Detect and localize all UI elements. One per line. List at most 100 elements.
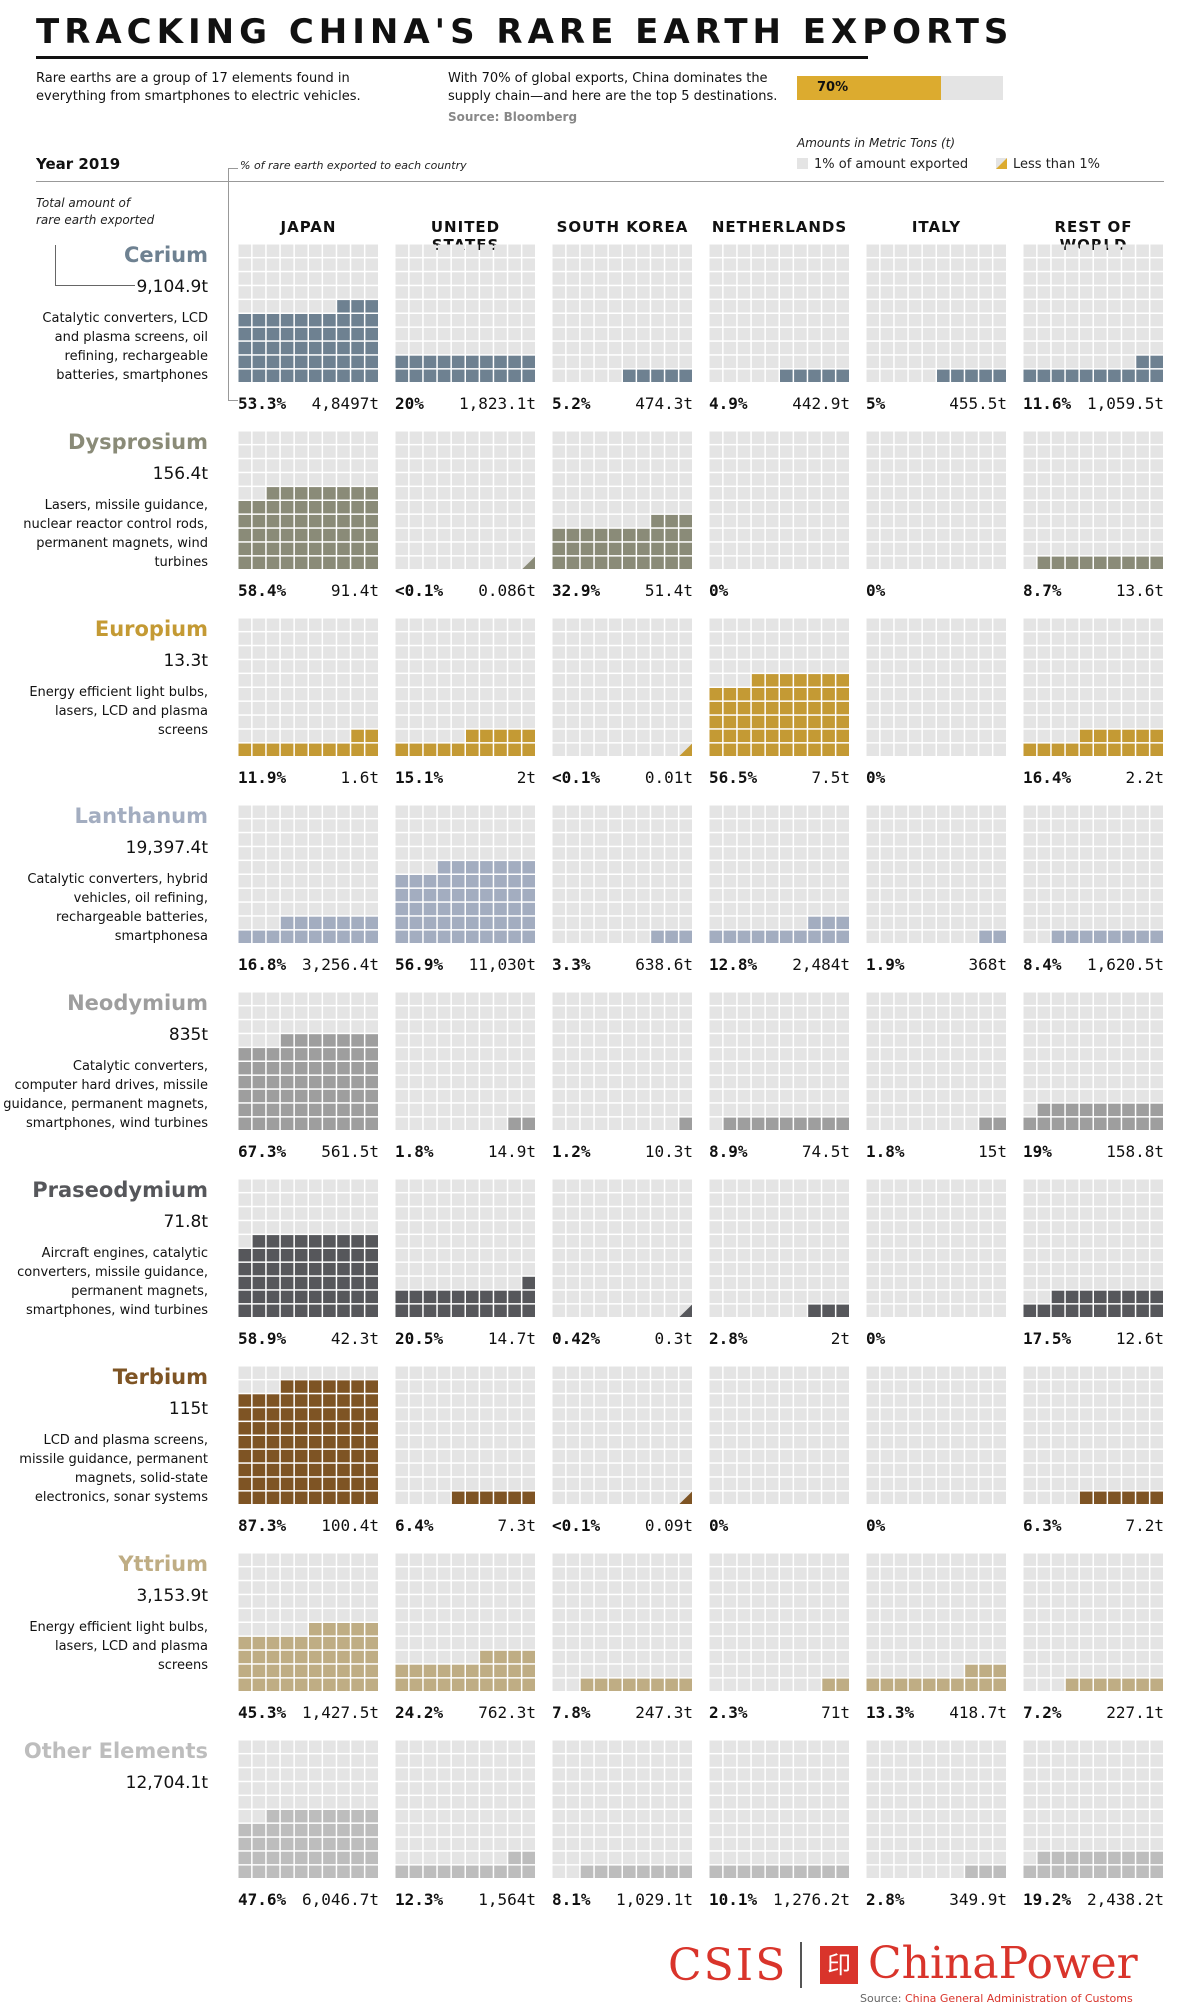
- waffle-cell: [765, 1062, 779, 1075]
- waffle-cell: [566, 1179, 580, 1192]
- waffle-cell: [294, 701, 308, 715]
- waffle-cell: [880, 286, 894, 299]
- waffle-cell: [780, 902, 793, 916]
- waffle-cell: [1079, 272, 1093, 285]
- waffle-cell: [866, 1449, 880, 1463]
- waffle-cell-filled: [494, 916, 507, 930]
- waffle-cell: [908, 431, 922, 444]
- waffle-cell: [965, 1366, 978, 1379]
- waffle-cell: [679, 1477, 692, 1491]
- waffle-cell: [1136, 244, 1149, 257]
- waffle-cell: [866, 514, 880, 528]
- waffle-cell: [252, 286, 266, 299]
- waffle-cell-filled: [494, 1290, 507, 1304]
- waffle-cell: [651, 1422, 664, 1435]
- waffle-cell-filled: [351, 1075, 364, 1089]
- waffle-cell: [1065, 1650, 1079, 1664]
- waffle-cell: [294, 632, 308, 645]
- waffle-cell: [737, 1034, 751, 1047]
- waffle-cell: [337, 701, 350, 715]
- waffle-cell: [1051, 1491, 1065, 1504]
- waffle-cell: [979, 743, 992, 756]
- waffle-cell: [1136, 1463, 1149, 1477]
- waffle-cell-filled: [365, 1664, 378, 1678]
- waffle-cell: [395, 272, 409, 285]
- waffle-cell: [908, 930, 922, 943]
- waffle-cell: [922, 1449, 936, 1463]
- waffle-cell: [522, 1581, 535, 1594]
- waffle-cell-filled: [294, 1276, 308, 1290]
- waffle-cell: [951, 300, 964, 313]
- waffle-cell: [1122, 1006, 1135, 1019]
- waffle-cell: [1023, 1477, 1037, 1491]
- waffle-cell: [679, 1394, 692, 1407]
- waffle-cell: [466, 805, 479, 818]
- waffle-cell: [894, 847, 908, 860]
- waffle-cell: [1079, 819, 1093, 832]
- waffle-cell: [1094, 1436, 1107, 1449]
- waffle-cell-filled: [794, 369, 807, 382]
- waffle-cell: [294, 431, 308, 444]
- waffle-cell: [409, 833, 423, 846]
- waffle-cell: [665, 1262, 678, 1276]
- waffle-cell: [238, 1595, 252, 1608]
- waffle-neodymium-rest-of-world: [1023, 992, 1163, 1130]
- waffle-cell: [637, 875, 650, 888]
- waffle-cell: [1122, 542, 1135, 556]
- waffle-cell: [480, 1394, 493, 1407]
- waffle-cell-filled: [266, 1117, 280, 1130]
- waffle-cell: [351, 715, 364, 729]
- waffle-cell: [451, 258, 465, 271]
- waffle-cell: [679, 1609, 692, 1622]
- element-uses-terbium: missile guidance, permanent: [19, 1452, 208, 1467]
- waffle-cell: [337, 445, 350, 458]
- waffle-cell: [737, 1262, 751, 1276]
- waffle-cell: [651, 1595, 664, 1608]
- waffle-cell: [965, 1262, 978, 1276]
- waffle-cell: [466, 1020, 479, 1033]
- waffle-cell: [437, 1394, 451, 1407]
- waffle-cell: [651, 501, 664, 514]
- waffle-cell: [395, 729, 409, 743]
- waffle-cell-filled: [552, 542, 566, 556]
- waffle-cell: [480, 327, 493, 341]
- waffle-cell: [679, 1290, 692, 1304]
- waffle-cell: [552, 1553, 566, 1566]
- waffle-cell-filled: [280, 1678, 294, 1691]
- waffle-cell-filled: [280, 314, 294, 327]
- waffle-cell: [993, 743, 1006, 756]
- waffle-cell-filled: [522, 930, 535, 943]
- waffle-cell: [709, 1249, 723, 1262]
- waffle-cell: [409, 805, 423, 818]
- waffle-cell: [822, 431, 835, 444]
- waffle-cell: [894, 688, 908, 701]
- waffle-cell: [566, 930, 580, 943]
- waffle-cell-filled: [466, 930, 479, 943]
- waffle-cell: [238, 875, 252, 888]
- waffle-cell: [709, 1117, 723, 1130]
- waffle-cell: [1065, 445, 1079, 458]
- waffle-cell: [1051, 618, 1065, 631]
- waffle-cell: [594, 1221, 608, 1234]
- waffle-cell: [309, 1006, 322, 1019]
- waffle-cell: [623, 1117, 636, 1130]
- waffle-cell: [808, 902, 821, 916]
- waffle-cell: [665, 861, 678, 874]
- waffle-cell: [665, 1595, 678, 1608]
- waffle-cell: [1065, 688, 1079, 701]
- waffle-cell: [979, 1262, 992, 1276]
- waffle-cell: [637, 729, 650, 743]
- waffle-cell-filled: [1150, 1117, 1163, 1130]
- waffle-cell-filled: [522, 1304, 535, 1317]
- waffle-cell: [608, 715, 622, 729]
- waffle-yttrium-united-states: [395, 1553, 535, 1691]
- waffle-cell-filled: [651, 514, 664, 528]
- waffle-cell: [723, 1276, 737, 1290]
- waffle-cell: [522, 1193, 535, 1206]
- waffle-cell: [866, 1581, 880, 1594]
- waffle-cell: [252, 244, 266, 257]
- waffle-cell-filled: [365, 487, 378, 500]
- waffle-cell: [623, 1567, 636, 1580]
- waffle-cell: [409, 701, 423, 715]
- waffle-cell: [723, 1463, 737, 1477]
